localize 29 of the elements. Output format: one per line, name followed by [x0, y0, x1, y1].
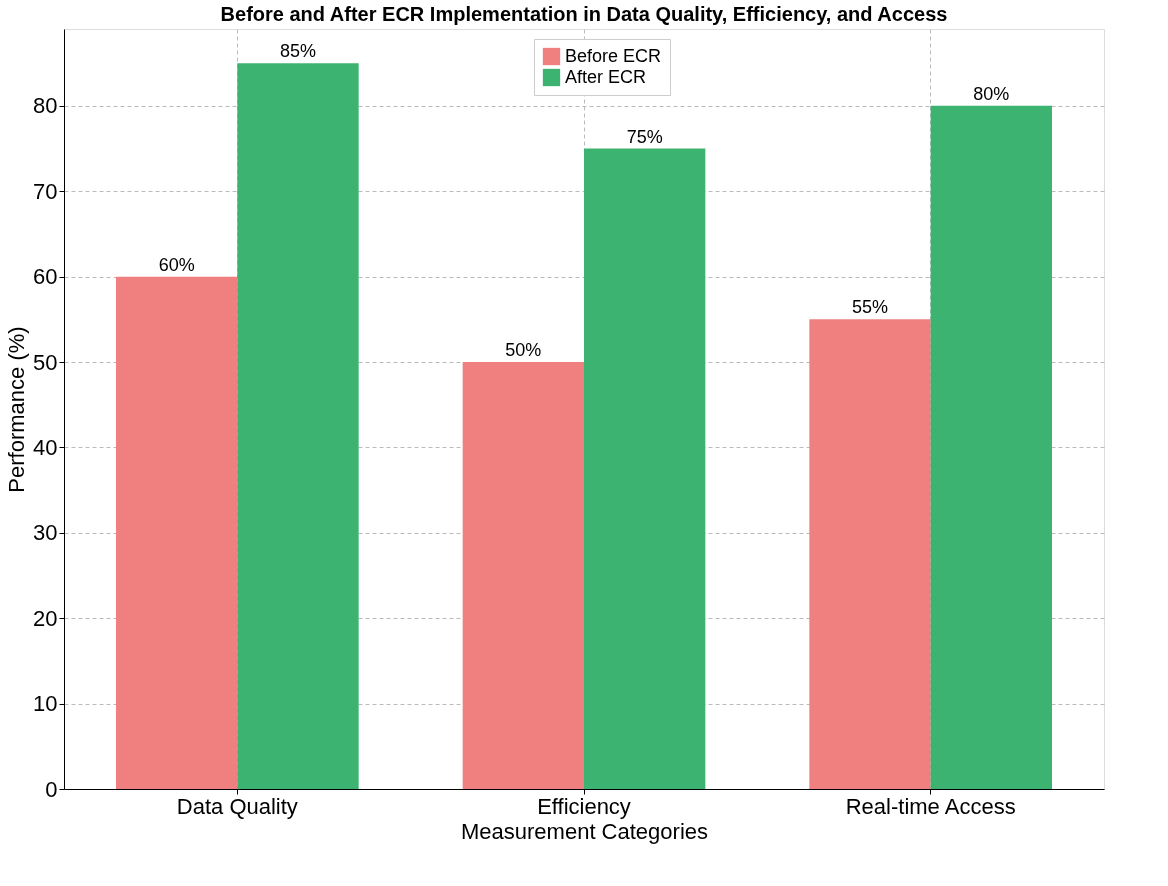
chart-title: Before and After ECR Implementation in Data Quality, Efficiency, and Access [220, 3, 948, 25]
bar [584, 148, 706, 789]
data-label: 50% [505, 340, 542, 361]
data-label: 55% [851, 297, 889, 318]
x-axis-title: Measurement Categories [460, 818, 709, 844]
x-tick-label: Efficiency [537, 793, 631, 819]
bar [809, 319, 931, 789]
y-tick-label: 10 [33, 691, 58, 717]
x-tick-label: Data Quality [176, 793, 298, 819]
y-axis-title: Performance (%) [4, 326, 30, 493]
bar [462, 362, 584, 789]
bar [237, 63, 359, 789]
y-tick-label: 40 [33, 434, 58, 460]
y-tick-label: 80 [33, 93, 58, 119]
bar [116, 276, 238, 789]
x-tick-label: Real-time Access [845, 793, 1016, 819]
y-tick-label: 20 [33, 605, 58, 631]
y-tick-label: 30 [33, 520, 58, 546]
y-tick-label: 60 [33, 264, 58, 290]
legend-label: Before ECR [565, 45, 662, 66]
y-tick-label: 50 [33, 349, 58, 375]
data-label: 75% [626, 126, 663, 147]
legend-label: After ECR [565, 66, 647, 87]
y-tick-label: 70 [33, 178, 58, 204]
data-label: 80% [973, 83, 1010, 104]
y-tick-label: 0 [45, 776, 58, 802]
bar [930, 105, 1052, 789]
data-label: 85% [279, 41, 317, 62]
data-label: 60% [158, 254, 195, 275]
